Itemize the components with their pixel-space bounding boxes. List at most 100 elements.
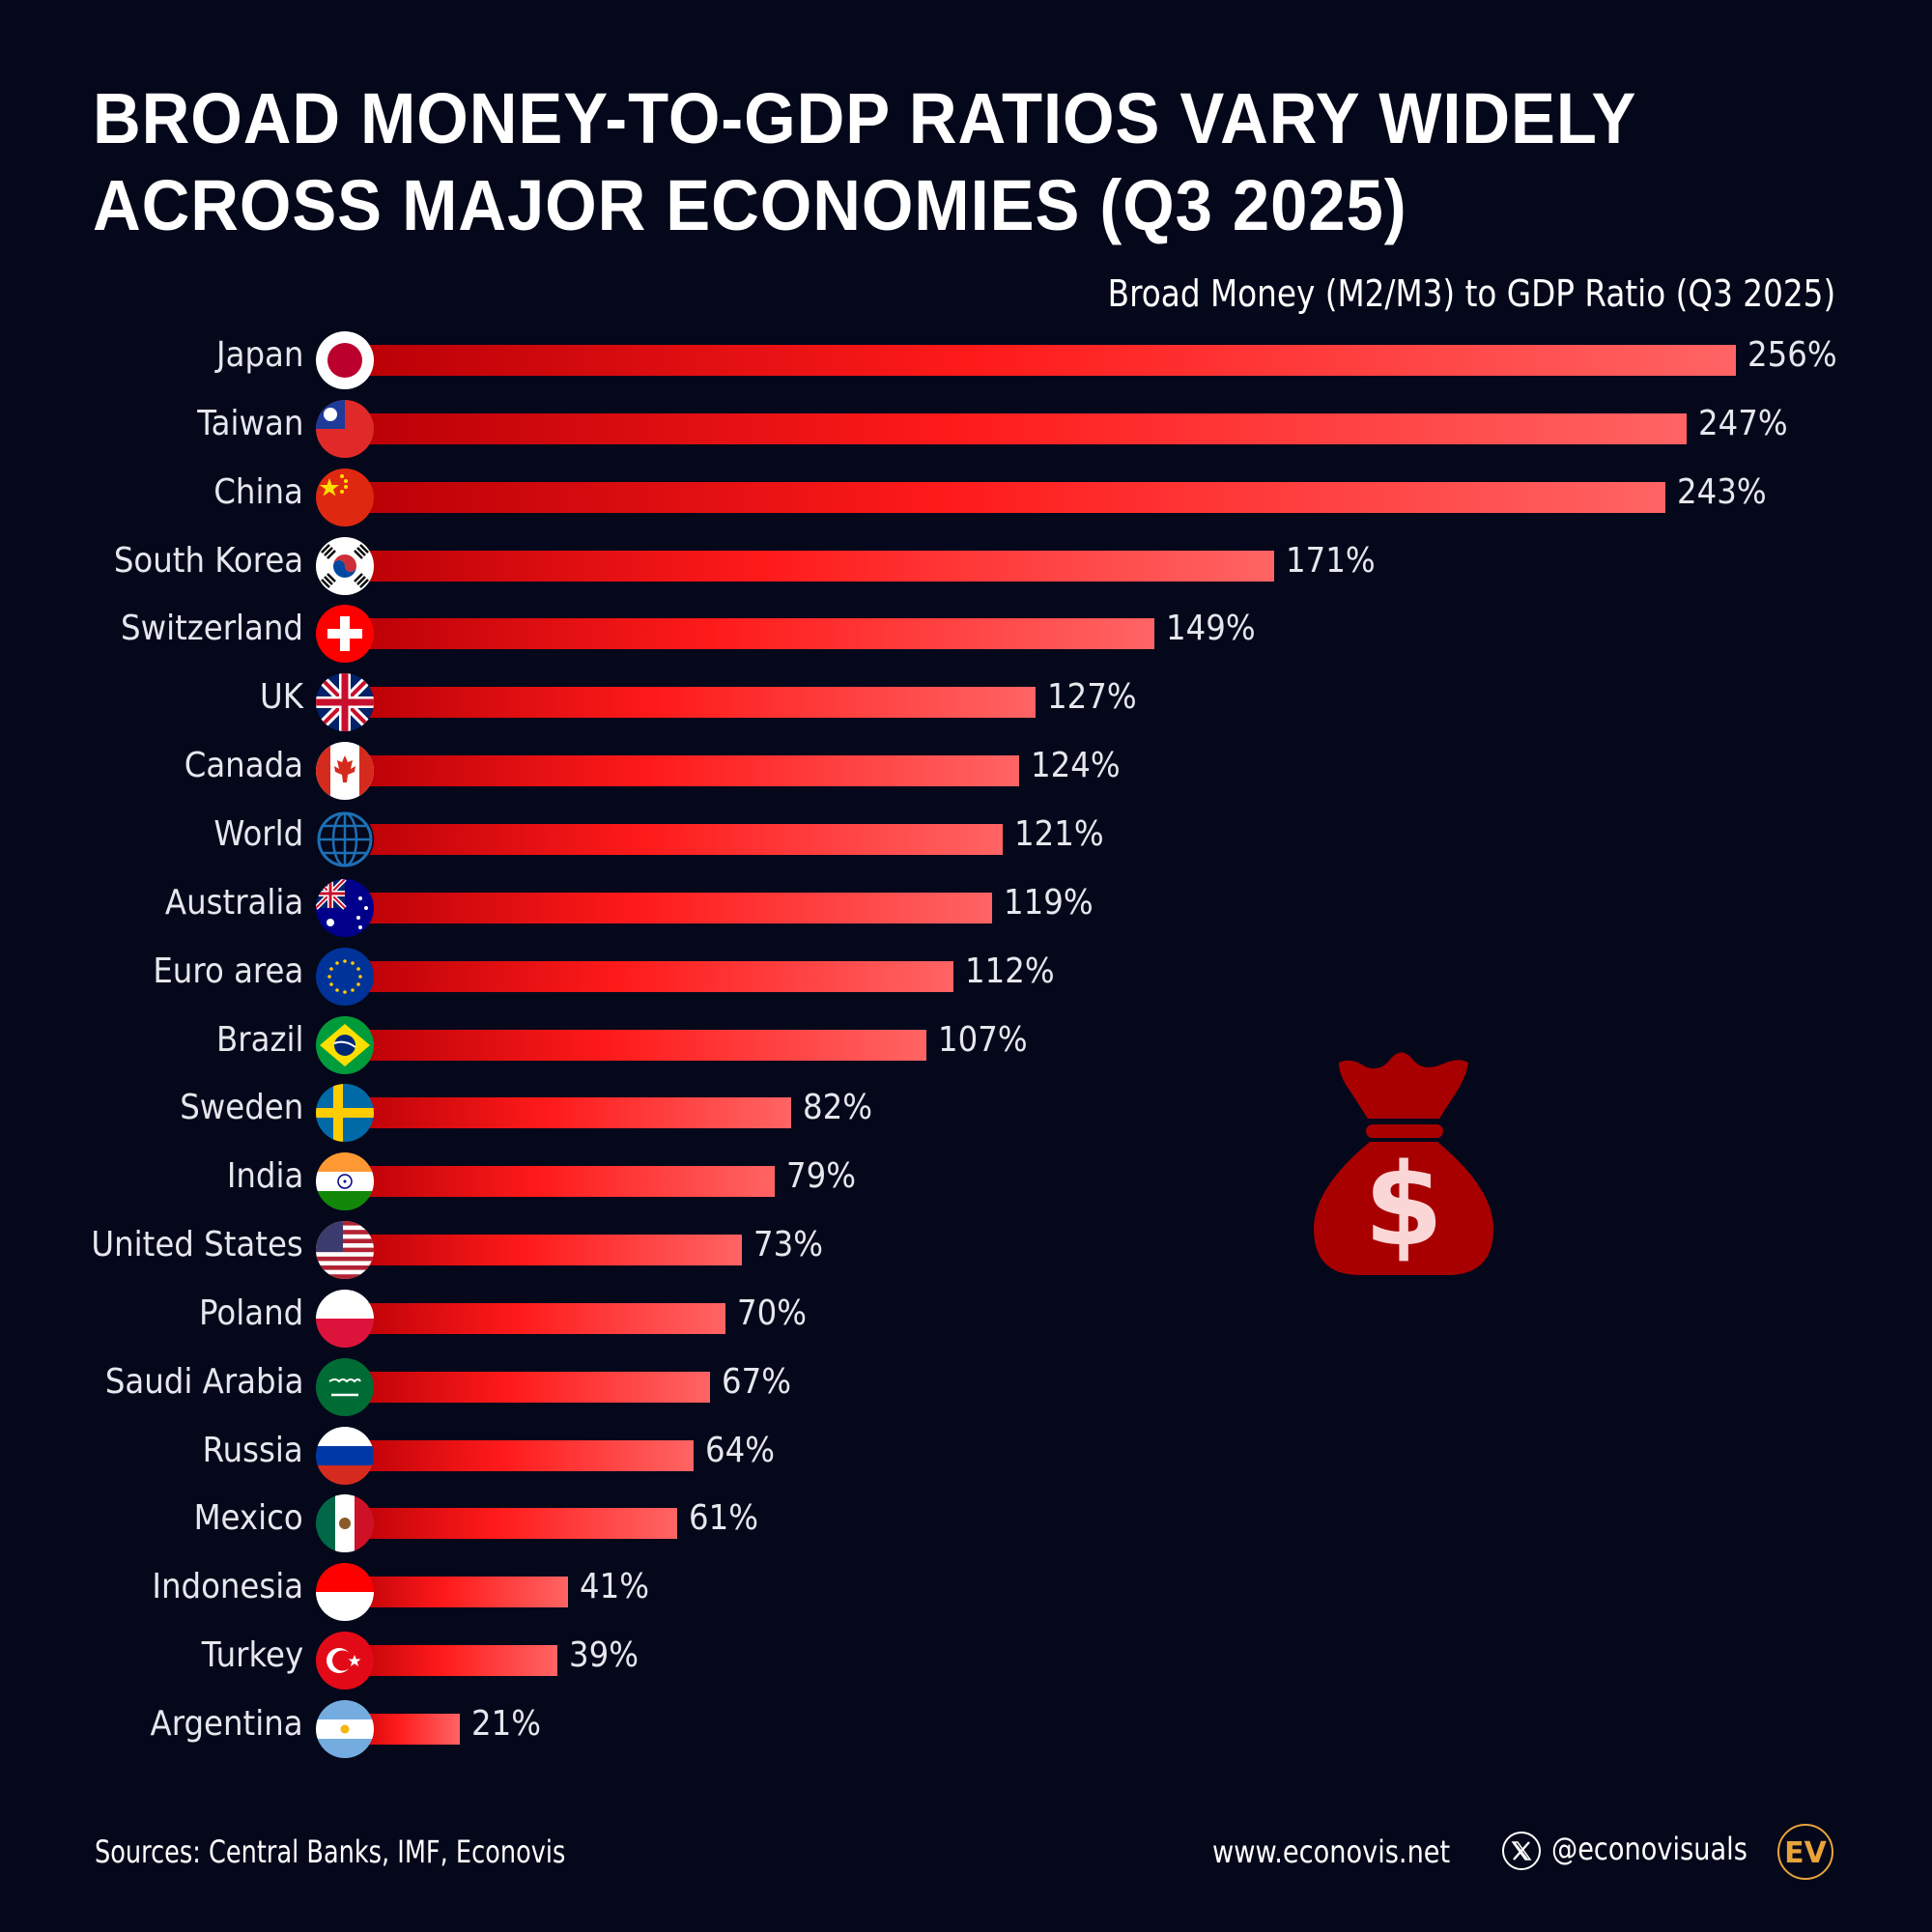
- poland-flag-icon: [316, 1289, 374, 1348]
- turkey-flag-icon: [316, 1632, 374, 1690]
- bar-row: Australia 119%: [0, 877, 1932, 939]
- category-label: Brazil: [215, 1019, 303, 1060]
- argentina-flag-icon: [316, 1700, 374, 1758]
- taiwan-flag-icon: [316, 399, 374, 458]
- chart-subtitle: Broad Money (M2/M3) to GDP Ratio (Q3 202…: [1107, 272, 1835, 315]
- bar: [346, 345, 1736, 376]
- category-label: Sweden: [179, 1088, 303, 1128]
- value-label: 73%: [753, 1225, 824, 1265]
- bar: [346, 550, 1275, 582]
- category-label: Saudi Arabia: [104, 1361, 303, 1402]
- category-label: Poland: [198, 1293, 303, 1333]
- category-label: Canada: [184, 746, 303, 786]
- uk-flag-icon: [316, 673, 374, 732]
- bar: [346, 1577, 569, 1608]
- category-label: South Korea: [113, 540, 303, 581]
- sweden-flag-icon: [316, 1084, 374, 1143]
- svg-text:$: $: [1364, 1138, 1443, 1271]
- bar: [346, 1166, 775, 1198]
- value-label: 61%: [688, 1498, 758, 1539]
- category-label: Mexico: [193, 1498, 303, 1539]
- category-label: UK: [260, 677, 303, 718]
- value-label: 119%: [1003, 882, 1094, 923]
- value-label: 121%: [1014, 813, 1104, 854]
- category-label: Russia: [202, 1430, 303, 1470]
- value-label: 67%: [721, 1361, 791, 1402]
- money-bag-icon: $: [1314, 1052, 1493, 1275]
- bar-row: South Korea 171%: [0, 535, 1932, 597]
- website-link[interactable]: www.econovis.net: [1212, 1833, 1451, 1870]
- bar-row: India 79%: [0, 1151, 1932, 1212]
- bar-row: Mexico 61%: [0, 1492, 1932, 1554]
- category-label: Taiwan: [196, 403, 303, 443]
- category-label: India: [226, 1156, 303, 1197]
- bar: [346, 1439, 694, 1471]
- south-korea-flag-icon: [316, 536, 374, 595]
- bar: [346, 481, 1665, 513]
- svg-text:EV: EV: [1784, 1836, 1827, 1870]
- value-label: 64%: [704, 1430, 775, 1470]
- mexico-flag-icon: [316, 1494, 374, 1553]
- category-label: Argentina: [150, 1704, 303, 1744]
- saudi-arabia-flag-icon: [316, 1357, 374, 1416]
- india-flag-icon: [316, 1152, 374, 1211]
- bar: [346, 960, 954, 992]
- globe-icon: [316, 810, 374, 868]
- chart-title-line-2: ACROSS MAJOR ECONOMIES (Q3 2025): [93, 165, 1407, 245]
- social-handle[interactable]: @econovisuals: [1551, 1831, 1747, 1867]
- bar-row: Saudi Arabia 67%: [0, 1356, 1932, 1418]
- value-label: 171%: [1286, 540, 1376, 581]
- bar-row: Russia 64%: [0, 1425, 1932, 1487]
- value-label: 21%: [471, 1704, 542, 1744]
- brazil-flag-icon: [316, 1015, 374, 1074]
- bar-row: Sweden 82%: [0, 1082, 1932, 1144]
- category-label: Japan: [215, 335, 303, 375]
- bar-row: Euro area 112%: [0, 946, 1932, 1008]
- bar: [346, 755, 1019, 787]
- bar-row: Canada 124%: [0, 740, 1932, 802]
- bar: [346, 823, 1004, 855]
- chart-title-line-1: BROAD MONEY-TO-GDP RATIOS VARY WIDELY: [93, 78, 1637, 158]
- australia-flag-icon: [316, 878, 374, 937]
- category-label: China: [213, 471, 303, 512]
- category-label: United States: [91, 1225, 303, 1265]
- value-label: 39%: [569, 1635, 639, 1676]
- bar-row: Switzerland 149%: [0, 603, 1932, 665]
- bar: [346, 1645, 558, 1677]
- category-label: Turkey: [201, 1635, 303, 1676]
- bar: [346, 892, 992, 923]
- bar-row: United States 73%: [0, 1219, 1932, 1281]
- russia-flag-icon: [316, 1426, 374, 1485]
- value-label: 256%: [1747, 335, 1837, 375]
- x-twitter-icon[interactable]: [1501, 1831, 1542, 1871]
- japan-flag-icon: [316, 331, 374, 389]
- bar: [346, 1371, 710, 1403]
- bar-row: Argentina 21%: [0, 1698, 1932, 1760]
- value-label: 243%: [1676, 471, 1767, 512]
- chart-title: BROAD MONEY-TO-GDP RATIOS VARY WIDELY AC…: [93, 75, 1636, 249]
- bar: [346, 1097, 791, 1129]
- category-label: Switzerland: [121, 609, 303, 649]
- us-flag-icon: [316, 1221, 374, 1280]
- bar: [346, 1235, 743, 1266]
- value-label: 70%: [737, 1293, 808, 1333]
- bar: [346, 1508, 677, 1540]
- value-label: 107%: [938, 1019, 1028, 1060]
- value-label: 124%: [1030, 746, 1121, 786]
- value-label: 127%: [1046, 677, 1137, 718]
- bar-row: Brazil 107%: [0, 1014, 1932, 1076]
- bar-row: Turkey 39%: [0, 1630, 1932, 1691]
- category-label: Indonesia: [152, 1567, 303, 1607]
- switzerland-flag-icon: [316, 605, 374, 664]
- bar-row: UK 127%: [0, 671, 1932, 733]
- bar-row: Taiwan 247%: [0, 398, 1932, 460]
- canada-flag-icon: [316, 742, 374, 801]
- eu-flag-icon: [316, 947, 374, 1006]
- bar: [346, 618, 1155, 650]
- bar: [346, 1302, 726, 1334]
- category-label: Euro area: [153, 951, 303, 991]
- indonesia-flag-icon: [316, 1563, 374, 1622]
- category-label: World: [213, 813, 303, 854]
- bar-row: Poland 70%: [0, 1288, 1932, 1350]
